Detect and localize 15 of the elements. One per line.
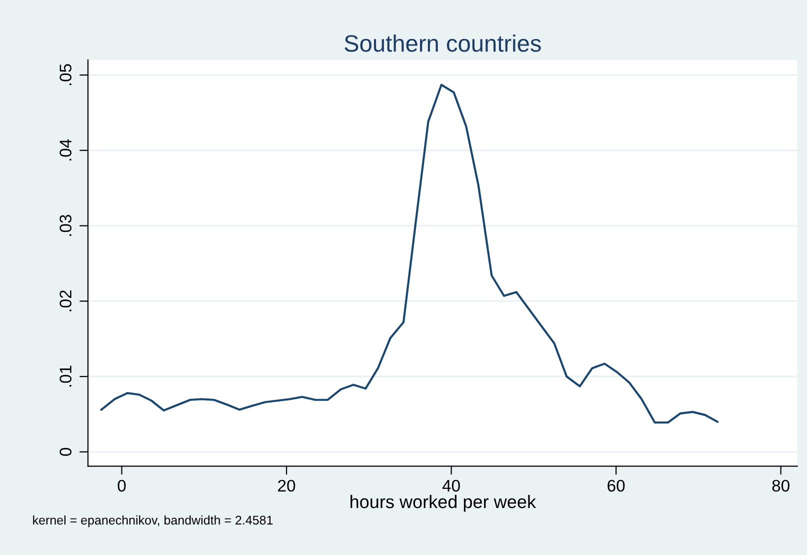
y-tick-label: .01 <box>60 366 72 387</box>
x-tick-label: 80 <box>772 480 790 492</box>
text: kernel = epanechnikov, bandwidth = 2.4581 <box>33 515 273 528</box>
y-tick-label: .05 <box>60 64 72 86</box>
x-tick-label: 20 <box>278 480 296 492</box>
x-axis-title: hours worked per week <box>350 494 536 512</box>
y-tick-label: .03 <box>60 214 72 236</box>
x-tick-label: 0 <box>118 480 126 492</box>
y-tick-label: 0 <box>60 448 72 456</box>
x-tick-label: 60 <box>608 480 625 492</box>
y-tick-label: .04 <box>60 139 72 160</box>
chart-title: Southern countries <box>344 34 541 52</box>
y-tick-label: .02 <box>60 290 72 312</box>
line-series <box>100 84 718 424</box>
x-tick-label: 40 <box>442 480 460 492</box>
